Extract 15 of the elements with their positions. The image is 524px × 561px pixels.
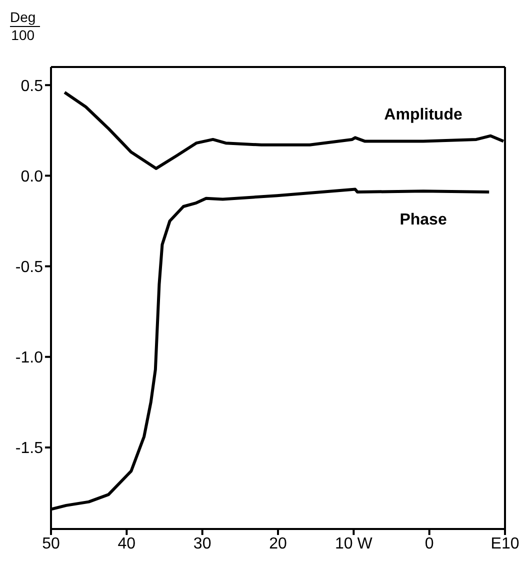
x-tick-label: 30 bbox=[193, 535, 212, 552]
y-tick-label: 0.5 bbox=[20, 78, 44, 95]
y-tick-label: -1.0 bbox=[15, 350, 44, 367]
x-tick-label: 10 W bbox=[334, 535, 374, 552]
y-tick-label: 0.0 bbox=[20, 168, 44, 186]
y-tick-label: -1.5 bbox=[15, 440, 44, 458]
y-axis-title: Deg 100 bbox=[10, 8, 36, 44]
series-label: Amplitude bbox=[384, 106, 462, 124]
x-tick-label: 40 bbox=[118, 535, 136, 552]
x-tick-label: 0 bbox=[424, 535, 434, 552]
y-tick-label: -0.5 bbox=[15, 258, 44, 276]
x-tick-label: E10 bbox=[490, 535, 520, 552]
series-label: Phase bbox=[400, 211, 447, 228]
x-tick-label: 20 bbox=[269, 535, 287, 552]
x-tick-label: 50 bbox=[42, 535, 60, 552]
